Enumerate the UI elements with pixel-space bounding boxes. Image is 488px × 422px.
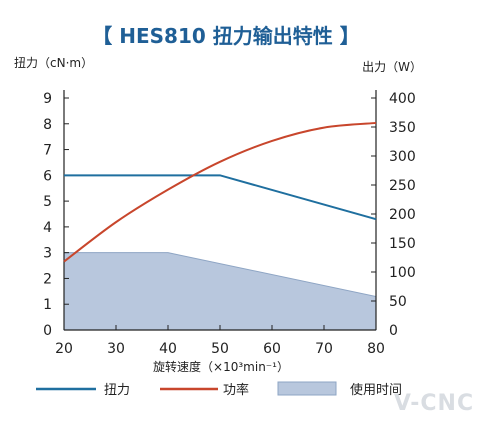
right-tick-label: 400 [389,91,416,107]
series-usage-time-area [63,252,377,331]
right-axis-label: 出力（W） [362,60,422,74]
x-tick-label: 80 [367,341,385,357]
left-tick-label: 5 [43,194,52,210]
left-axis-label: 扭力（cN·m） [14,56,93,70]
right-tick-label: 50 [389,294,407,310]
legend-usage-time-label: 使用时间 [350,382,402,398]
x-tick-label: 50 [211,341,229,357]
x-axis-label: 旋转速度（×10³min⁻¹） [153,359,289,374]
right-tick-label: 250 [389,178,416,194]
left-tick-label: 1 [43,297,52,313]
left-tick-label: 4 [43,220,52,236]
left-tick-label: 8 [43,117,52,133]
legend-torque-label: 扭力 [104,383,130,398]
watermark-logo: V-CNC [394,391,474,416]
legend-power-label: 功率 [223,382,249,398]
right-tick-label: 0 [389,323,398,339]
x-tick-label: 60 [263,341,281,357]
left-tick-label: 6 [43,168,52,184]
left-tick-label: 9 [43,91,52,107]
right-tick-label: 200 [389,207,416,223]
left-tick-label: 0 [43,323,52,339]
right-tick-label: 150 [389,236,416,252]
plot-area: 0 1 2 3 4 5 6 7 8 9 0 50 100 150 200 250 300 350 400 20 30 40… [43,90,416,357]
left-tick-label: 3 [43,246,52,262]
x-tick-label: 20 [55,341,73,357]
x-tick-label: 70 [315,341,333,357]
right-tick-label: 300 [389,149,416,165]
right-tick-label: 100 [389,265,416,281]
series-torque-line [64,174,377,221]
x-tick-label: 30 [107,341,125,357]
right-tick-label: 350 [389,120,416,136]
legend: 扭力 功率 使用时间 [36,381,402,398]
series-power-line [63,121,377,263]
left-tick-label: 2 [43,271,52,287]
legend-usage-time-swatch [277,381,337,396]
chart-title: 【 HES810 扭力输出特性 】 [92,24,359,48]
left-tick-label: 7 [43,143,52,159]
x-tick-label: 40 [159,341,177,357]
